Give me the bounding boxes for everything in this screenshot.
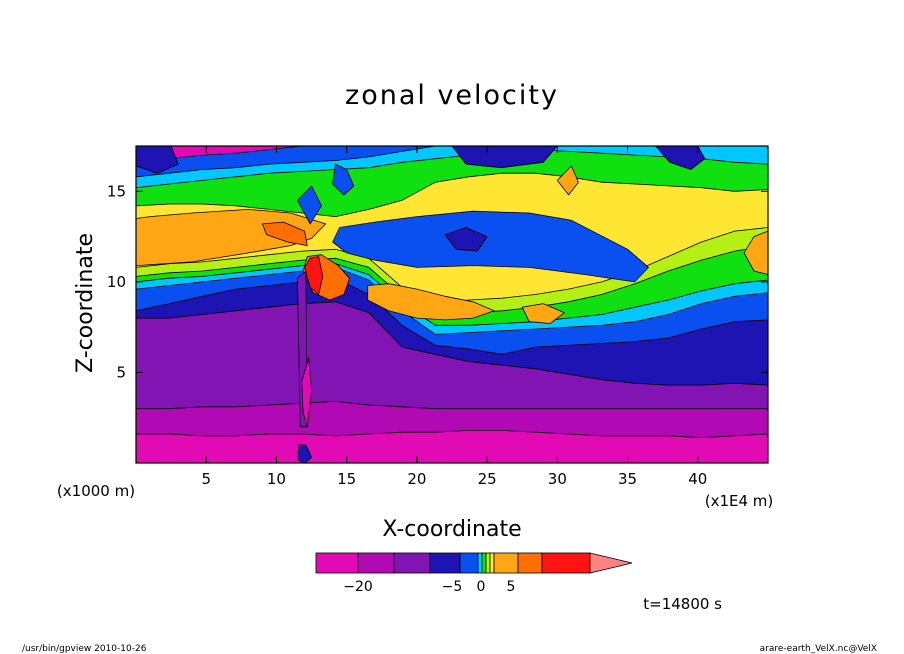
colorbar-tick-label: 0 [477, 579, 486, 595]
x-tick-label: 5 [201, 470, 211, 488]
x-tick-label: 25 [478, 470, 497, 488]
contour-region-16 [297, 444, 313, 463]
colorbar [315, 552, 633, 574]
x-tick-label: 10 [267, 470, 286, 488]
y-unit-label: (x1000 m) [57, 482, 135, 500]
contour-region-12 [332, 163, 355, 196]
colorbar-ticks: −20 −5 0 5 [343, 579, 515, 595]
x-axis-label: X-coordinate [382, 517, 521, 542]
colorbar-segment [541, 552, 591, 574]
colorbar-segment [393, 552, 431, 574]
contour-region-17 [297, 185, 322, 225]
colorbar-segment [477, 552, 483, 574]
y-axis-label: Z-coordinate [73, 233, 98, 373]
contour-region-11 [136, 146, 179, 174]
x-tick-label: 30 [548, 470, 567, 488]
time-label: t=14800 s [643, 595, 722, 613]
colorbar-segment [489, 552, 495, 574]
contour-region-7 [556, 165, 579, 196]
x-tick-label: 40 [688, 470, 707, 488]
contour-region-9 [444, 227, 488, 252]
colorbar-segment [481, 552, 487, 574]
x-axis-ticks: 5 10 15 20 25 30 35 40 [201, 146, 707, 488]
colorbar-extend-arrow [589, 552, 633, 574]
y-tick-label: 15 [107, 182, 126, 200]
band-magenta [136, 430, 768, 463]
colorbar-segment [315, 552, 359, 574]
x-tick-label: 20 [407, 470, 426, 488]
colorbar-tick-label: −5 [442, 579, 463, 595]
x-unit-label: (x1E4 m) [705, 492, 774, 510]
y-axis-ticks: 5 10 15 [107, 182, 768, 381]
colorbar-segment [517, 552, 543, 574]
y-tick-label: 5 [116, 363, 126, 381]
contour-region-8 [332, 210, 649, 283]
contour-region-10 [451, 146, 558, 169]
contour-plot-area [136, 146, 768, 463]
colorbar-tick-label: −20 [343, 579, 373, 595]
colorbar-segment [429, 552, 461, 574]
plot-frame [135, 145, 769, 464]
x-tick-label: 35 [618, 470, 637, 488]
footer-right: arare-earth_VelX.nc@VelX [760, 644, 877, 654]
colorbar-segment [357, 552, 395, 574]
colorbar-segment [485, 552, 491, 574]
footer-left: /usr/bin/gpview 2010-10-26 [22, 644, 147, 654]
contour-region-6 [743, 230, 768, 276]
contour-region-1 [261, 221, 308, 247]
contour-region-13 [655, 146, 706, 170]
chart-title: zonal velocity [345, 80, 559, 111]
contour-region-5 [521, 303, 565, 324]
contour-region-4 [367, 283, 495, 321]
contour-region-15 [301, 357, 313, 428]
colorbar-segment [493, 552, 519, 574]
x-tick-label: 15 [337, 470, 356, 488]
contour-region-3 [304, 256, 324, 295]
colorbar-tick-label: 5 [507, 579, 516, 595]
colorbar-segment [459, 552, 479, 574]
y-tick-label: 10 [107, 273, 126, 291]
